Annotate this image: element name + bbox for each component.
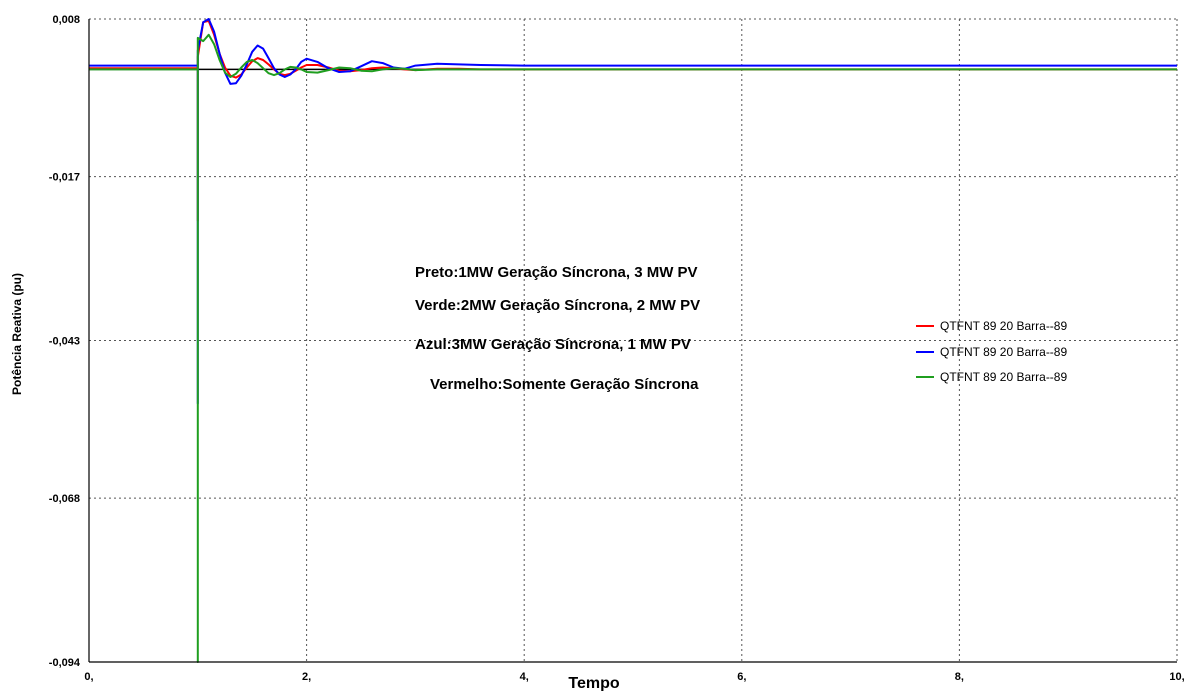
- axes: [88, 19, 1177, 663]
- series-line-2: [89, 33, 1177, 663]
- x-axis-title: Tempo: [568, 675, 619, 691]
- annotations: Preto:1MW Geração Síncrona, 3 MW PV Verde…: [415, 264, 700, 393]
- x-tick-label-4: 8,: [955, 671, 964, 683]
- legend-label-2: QTFNT 89 20 Barra--89: [940, 370, 1067, 384]
- x-tick-label-3: 6,: [737, 671, 746, 683]
- legend-label-0: QTFNT 89 20 Barra--89: [940, 319, 1067, 333]
- annotation-2: Azul:3MW Geração Síncrona, 1 MW PV: [415, 336, 691, 353]
- series-lines: [89, 18, 1177, 663]
- legend: QTFNT 89 20 Barra--89 QTFNT 89 20 Barra--…: [916, 319, 1067, 384]
- x-tick-label-1: 2,: [302, 671, 311, 683]
- annotation-0: Preto:1MW Geração Síncrona, 3 MW PV: [415, 264, 698, 281]
- series-line-1: [89, 18, 1177, 405]
- y-tick-label-0: 0,008: [52, 14, 80, 26]
- y-tick-label-1: -0,017: [49, 172, 80, 184]
- legend-label-1: QTFNT 89 20 Barra--89: [940, 345, 1067, 359]
- tick-labels: 0, 2, 4, 6, 8, 10, 0,008 -0,017 -0,043 -0,068 -0,0…: [49, 14, 1185, 683]
- x-tick-label-0: 0,: [84, 671, 93, 683]
- grid: [88, 18, 1178, 663]
- y-axis-title: Potência Reativa (pu): [10, 273, 24, 395]
- y-tick-label-3: -0,068: [49, 493, 80, 505]
- y-tick-label-2: -0,043: [49, 336, 80, 348]
- annotation-1: Verde:2MW Geração Síncrona, 2 MW PV: [415, 297, 700, 314]
- annotation-3: Vermelho:Somente Geração Síncrona: [430, 376, 699, 393]
- x-tick-label-2: 4,: [520, 671, 529, 683]
- y-tick-label-4: -0,094: [49, 657, 81, 669]
- x-tick-label-5: 10,: [1169, 671, 1184, 683]
